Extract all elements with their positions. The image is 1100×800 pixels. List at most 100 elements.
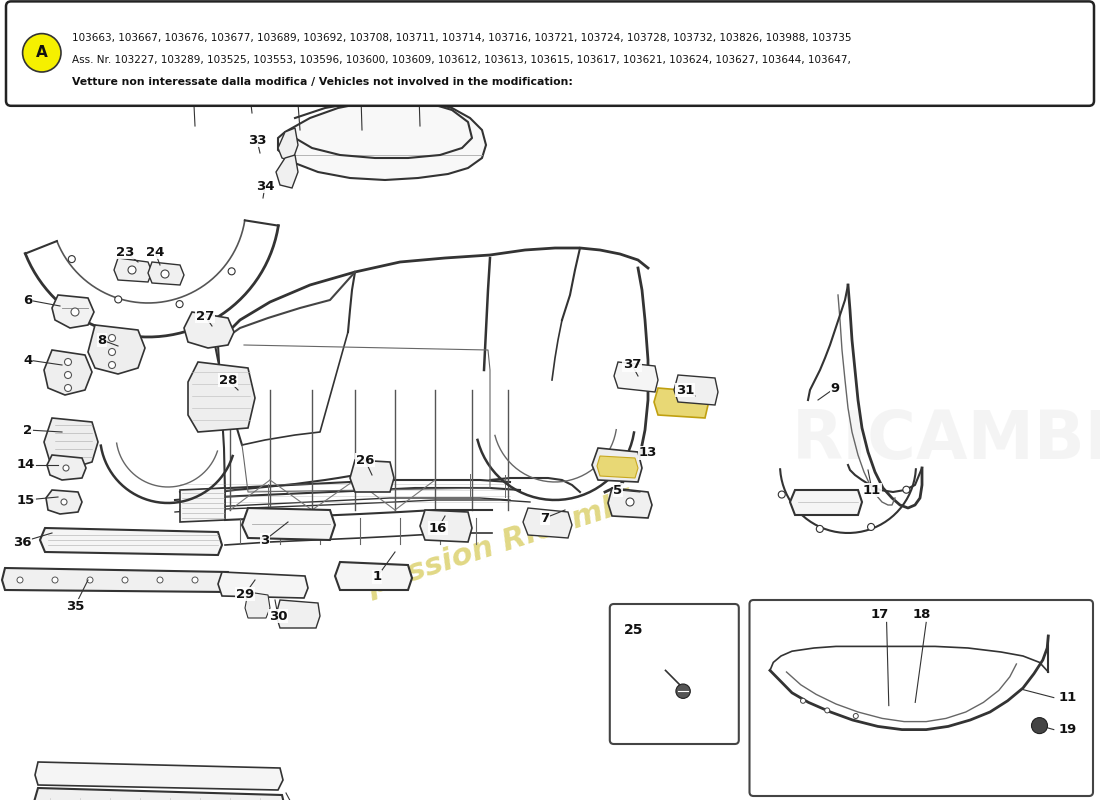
Text: 37: 37 — [623, 358, 641, 371]
Circle shape — [109, 349, 116, 355]
Text: 31: 31 — [286, 58, 305, 70]
Circle shape — [192, 577, 198, 583]
Polygon shape — [420, 510, 472, 542]
Polygon shape — [245, 592, 270, 618]
Text: 23: 23 — [116, 246, 134, 258]
Circle shape — [626, 498, 634, 506]
Polygon shape — [790, 490, 862, 515]
Circle shape — [65, 371, 72, 378]
Polygon shape — [242, 508, 336, 540]
Text: 13: 13 — [639, 446, 657, 459]
Text: 36: 36 — [13, 535, 31, 549]
Circle shape — [114, 296, 122, 303]
Text: 29: 29 — [235, 587, 254, 601]
Text: 17: 17 — [871, 608, 889, 621]
Polygon shape — [180, 488, 226, 522]
Text: 37: 37 — [409, 58, 427, 70]
Circle shape — [825, 708, 829, 713]
Text: 9: 9 — [830, 382, 839, 394]
Text: 5: 5 — [614, 483, 623, 497]
Text: 26: 26 — [355, 454, 374, 466]
Circle shape — [854, 714, 858, 718]
Circle shape — [903, 486, 910, 494]
Text: 18: 18 — [913, 608, 931, 621]
Polygon shape — [88, 325, 145, 374]
Circle shape — [122, 577, 128, 583]
Text: 14: 14 — [16, 458, 35, 471]
Circle shape — [816, 526, 823, 533]
Circle shape — [1032, 718, 1047, 734]
Circle shape — [779, 491, 785, 498]
Polygon shape — [35, 762, 283, 790]
Text: 27: 27 — [196, 310, 214, 322]
Polygon shape — [44, 350, 92, 395]
Text: 24: 24 — [146, 246, 164, 258]
Circle shape — [87, 577, 94, 583]
Text: 4: 4 — [23, 354, 33, 366]
Polygon shape — [278, 100, 486, 180]
Circle shape — [801, 698, 805, 703]
Text: 11: 11 — [862, 483, 881, 497]
Polygon shape — [276, 155, 298, 188]
Polygon shape — [218, 572, 308, 598]
Text: 7: 7 — [540, 511, 550, 525]
Circle shape — [176, 301, 183, 308]
Circle shape — [63, 465, 69, 471]
Text: 2: 2 — [23, 423, 33, 437]
Text: 10: 10 — [351, 58, 370, 70]
Text: Vetture non interessate dalla modifica / Vehicles not involved in the modificati: Vetture non interessate dalla modifica /… — [72, 77, 572, 86]
Text: RICAMBI: RICAMBI — [792, 407, 1100, 473]
Text: 6: 6 — [23, 294, 33, 306]
Polygon shape — [34, 788, 285, 800]
Circle shape — [109, 334, 116, 342]
Polygon shape — [336, 562, 412, 590]
Text: 103663, 103667, 103676, 103677, 103689, 103692, 103708, 103711, 103714, 103716, : 103663, 103667, 103676, 103677, 103689, … — [72, 34, 851, 43]
FancyBboxPatch shape — [609, 604, 739, 744]
Text: 19: 19 — [1058, 723, 1077, 736]
Polygon shape — [47, 455, 86, 480]
Polygon shape — [597, 456, 638, 478]
Polygon shape — [522, 508, 572, 538]
Polygon shape — [148, 262, 184, 285]
Circle shape — [68, 256, 75, 262]
Polygon shape — [592, 448, 642, 482]
Text: 33: 33 — [248, 134, 266, 146]
Text: 28: 28 — [219, 374, 238, 386]
Text: 3: 3 — [261, 534, 270, 546]
Circle shape — [868, 523, 875, 530]
Text: 15: 15 — [16, 494, 35, 506]
Circle shape — [52, 577, 58, 583]
Polygon shape — [278, 128, 298, 162]
Polygon shape — [608, 488, 652, 518]
Text: passion Ricambi: passion Ricambi — [363, 487, 638, 601]
Circle shape — [228, 268, 235, 275]
Circle shape — [128, 266, 136, 274]
Polygon shape — [188, 362, 255, 432]
Text: 11: 11 — [1058, 691, 1077, 704]
Circle shape — [65, 385, 72, 391]
Circle shape — [72, 308, 79, 316]
Circle shape — [161, 270, 169, 278]
Polygon shape — [276, 600, 320, 628]
Text: 35: 35 — [66, 599, 85, 613]
Polygon shape — [654, 388, 708, 418]
Text: Ass. Nr. 103227, 103289, 103525, 103553, 103596, 103600, 103609, 103612, 103613,: Ass. Nr. 103227, 103289, 103525, 103553,… — [72, 55, 850, 65]
Circle shape — [109, 362, 116, 369]
Text: 30: 30 — [268, 610, 287, 622]
Polygon shape — [46, 490, 82, 514]
Polygon shape — [2, 568, 232, 592]
Polygon shape — [184, 312, 234, 348]
Circle shape — [23, 34, 61, 72]
Polygon shape — [44, 418, 98, 468]
Text: A: A — [36, 46, 47, 60]
Text: 25: 25 — [624, 623, 644, 637]
FancyBboxPatch shape — [6, 2, 1094, 106]
Text: 34: 34 — [255, 179, 274, 193]
Circle shape — [16, 577, 23, 583]
FancyBboxPatch shape — [749, 600, 1093, 796]
Text: 32: 32 — [235, 46, 254, 58]
Circle shape — [60, 499, 67, 505]
Polygon shape — [674, 375, 718, 405]
Text: 1: 1 — [373, 570, 382, 583]
Polygon shape — [350, 460, 394, 492]
